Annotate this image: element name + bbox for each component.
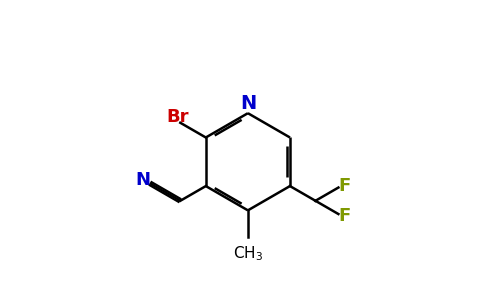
Text: N: N [136,171,151,189]
Text: CH$_3$: CH$_3$ [233,244,263,263]
Text: Br: Br [166,108,189,126]
Text: F: F [338,177,350,195]
Text: N: N [240,94,256,113]
Text: F: F [338,206,350,224]
